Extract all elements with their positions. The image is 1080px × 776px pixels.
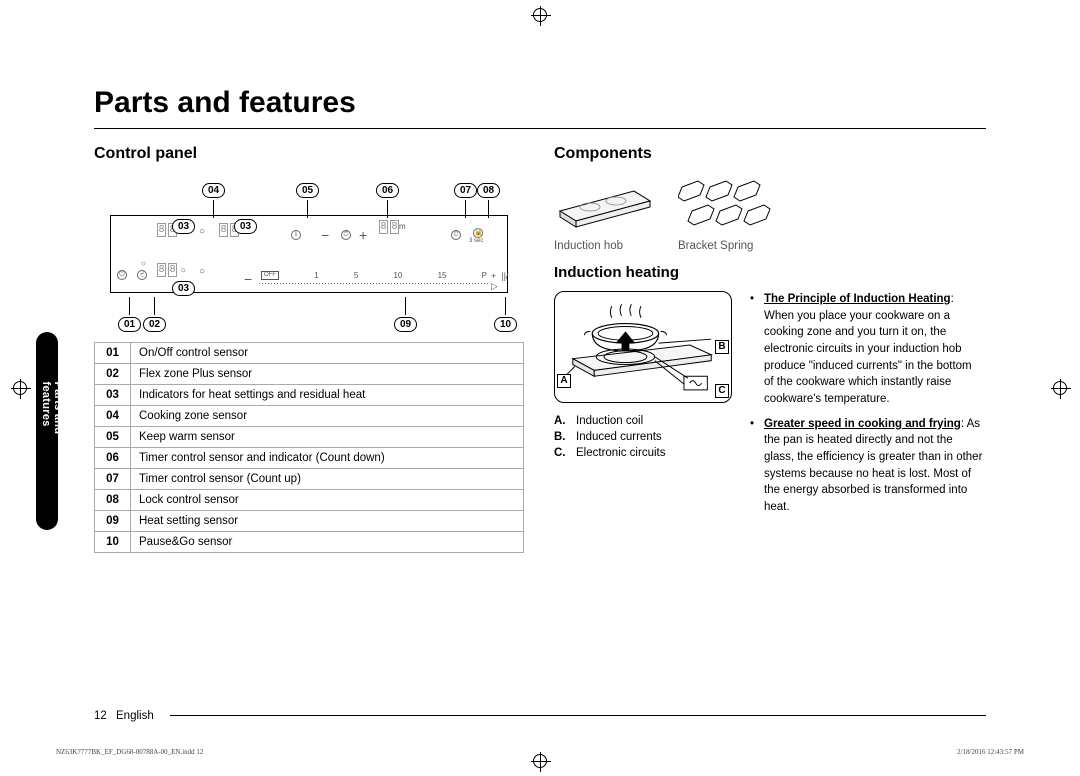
table-cell-desc: On/Off control sensor (131, 343, 524, 364)
countup-icon: ⏲ (451, 230, 461, 240)
parts-table: 01On/Off control sensor02Flex zone Plus … (94, 342, 524, 553)
callout-07: 07 (454, 183, 477, 218)
callout-03b: 03 (234, 219, 257, 234)
table-cell-num: 07 (95, 469, 131, 490)
table-cell-num: 09 (95, 511, 131, 532)
table-cell-num: 04 (95, 406, 131, 427)
control-panel-body: ⏻ ⫔ ○ 88 ☼ 88 ☼ 88 ☼ ○ ○ ⫰ − ⏱ + 88m ⏲ 🔒… (110, 215, 508, 293)
control-panel-diagram: 04 05 06 07 08 ⏻ ⫔ ○ 88 ☼ 88 ☼ 88 ☼ ○ ○ … (94, 177, 524, 332)
component-brackets: Bracket Spring (678, 177, 790, 252)
side-tab-label: Parts and features (40, 382, 64, 481)
induction-diagram-block: A B C A.Induction coil B.Induced current… (554, 291, 732, 524)
crop-mark-bottom (533, 754, 547, 768)
side-tab: Parts and features (36, 332, 58, 530)
timer-digits: 88 (379, 220, 399, 234)
callout-06: 06 (376, 183, 399, 218)
ih-legend: A.Induction coil B.Induced currents C.El… (554, 413, 732, 461)
callout-09: 09 (394, 297, 417, 332)
page-number: 12 (94, 710, 107, 722)
flex-icon: ⫔ (137, 270, 147, 280)
callout-05: 05 (296, 183, 319, 218)
table-row: 02Flex zone Plus sensor (95, 364, 524, 385)
table-cell-num: 08 (95, 490, 131, 511)
table-cell-desc: Flex zone Plus sensor (131, 364, 524, 385)
callout-08: 08 (477, 183, 500, 218)
table-cell-desc: Timer control sensor and indicator (Coun… (131, 448, 524, 469)
callout-01: 01 (118, 297, 141, 332)
print-timestamp: 2/18/2016 12:43:57 PM (957, 748, 1024, 756)
callout-03c: 03 (172, 281, 195, 296)
title-rule (94, 128, 986, 129)
table-row: 06Timer control sensor and indicator (Co… (95, 448, 524, 469)
lock-icon: 🔒 (473, 228, 483, 238)
table-cell-desc: Lock control sensor (131, 490, 524, 511)
table-cell-desc: Heat setting sensor (131, 511, 524, 532)
table-cell-desc: Keep warm sensor (131, 427, 524, 448)
power-icon: ⏻ (117, 270, 127, 280)
table-row: 01On/Off control sensor (95, 343, 524, 364)
heat-slider: OFF 1 5 10 15 P (259, 271, 489, 284)
table-cell-desc: Indicators for heat settings and residua… (131, 385, 524, 406)
table-row: 03Indicators for heat settings and resid… (95, 385, 524, 406)
callout-04: 04 (202, 183, 225, 218)
footer-rule (170, 715, 986, 716)
bracket-label: Bracket Spring (678, 240, 790, 252)
ih-label-b: B (715, 340, 729, 354)
table-row: 07Timer control sensor (Count up) (95, 469, 524, 490)
table-cell-desc: Pause&Go sensor (131, 532, 524, 553)
table-cell-desc: Timer control sensor (Count up) (131, 469, 524, 490)
control-panel-heading: Control panel (94, 145, 524, 163)
hob-label: Induction hob (554, 240, 654, 252)
components-heading: Components (554, 145, 984, 163)
induction-heating-text: The Principle of Induction Heating: When… (750, 291, 984, 524)
table-cell-num: 10 (95, 532, 131, 553)
bracket-icon (678, 177, 790, 233)
table-cell-desc: Cooking zone sensor (131, 406, 524, 427)
table-row: 10Pause&Go sensor (95, 532, 524, 553)
footer: 12 English (94, 710, 154, 722)
ih-label-a: A (557, 374, 571, 388)
table-cell-num: 03 (95, 385, 131, 406)
callout-03a: 03 (172, 219, 195, 234)
print-filename: NZ63K7777BK_EF_DG68-00788A-00_EN.indd 12 (56, 748, 203, 756)
table-cell-num: 02 (95, 364, 131, 385)
ih-label-c: C (715, 384, 729, 398)
crop-mark-left (13, 381, 27, 395)
component-hob: Induction hob (554, 177, 654, 252)
keepwarm-icon: ⫰ (291, 230, 301, 240)
induction-heating-icon (565, 298, 721, 396)
components-row: Induction hob Bracket Spring (554, 177, 984, 252)
digit-03c: 88 (157, 263, 177, 277)
timer-icon: ⏱ (341, 230, 351, 240)
hob-icon (554, 177, 654, 233)
induction-heating-heading: Induction heating (554, 264, 984, 281)
table-row: 05Keep warm sensor (95, 427, 524, 448)
page-language: English (116, 710, 154, 722)
callout-10: 10 (494, 297, 517, 332)
table-cell-num: 01 (95, 343, 131, 364)
callout-02: 02 (143, 297, 166, 332)
page-title: Parts and features (94, 86, 356, 120)
table-row: 04Cooking zone sensor (95, 406, 524, 427)
table-cell-num: 05 (95, 427, 131, 448)
table-row: 08Lock control sensor (95, 490, 524, 511)
table-row: 09Heat setting sensor (95, 511, 524, 532)
table-cell-num: 06 (95, 448, 131, 469)
crop-mark-right (1053, 381, 1067, 395)
crop-mark-top (533, 8, 547, 22)
